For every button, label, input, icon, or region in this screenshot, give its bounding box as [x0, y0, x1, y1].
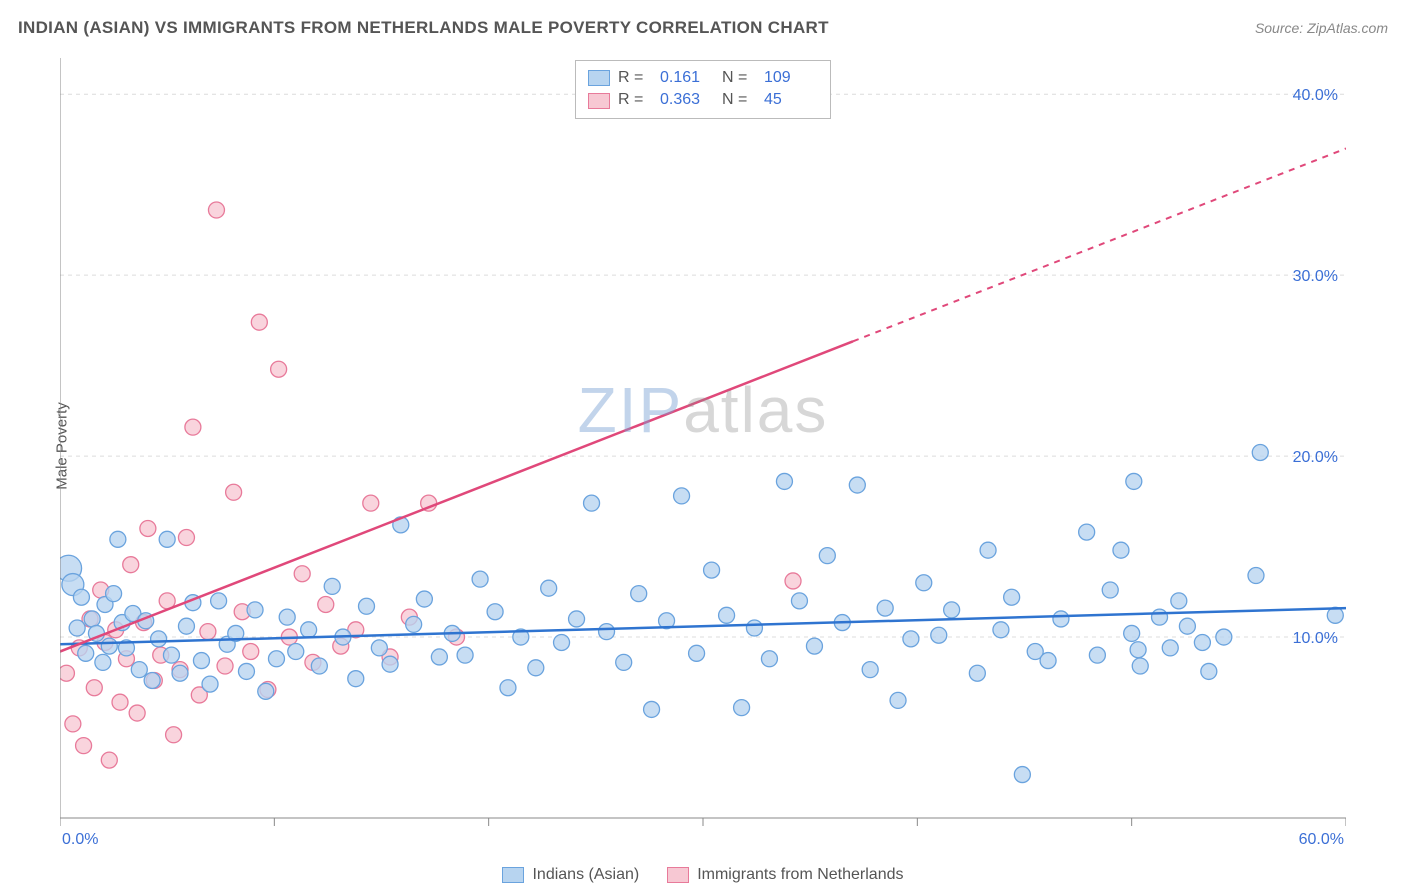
legend-swatch: [588, 70, 610, 86]
svg-text:60.0%: 60.0%: [1299, 831, 1344, 848]
legend-n-label: N =: [722, 89, 756, 111]
svg-text:40.0%: 40.0%: [1293, 87, 1338, 104]
legend-n-value: 109: [764, 67, 818, 89]
chart-area: 10.0% 20.0% 30.0% 40.0% 0.0% 60.0%: [60, 58, 1346, 848]
legend-row: R = 0.363 N = 45: [588, 89, 818, 111]
legend-n-value: 45: [764, 89, 818, 111]
legend-series-label: Immigrants from Netherlands: [697, 866, 903, 884]
legend-r-label: R =: [618, 67, 652, 89]
legend-n-label: N =: [722, 67, 756, 89]
svg-text:10.0%: 10.0%: [1293, 630, 1338, 647]
legend-row: R = 0.161 N = 109: [588, 67, 818, 89]
legend-r-value: 0.363: [660, 89, 714, 111]
svg-text:20.0%: 20.0%: [1293, 449, 1338, 466]
legend-item: Indians (Asian): [502, 866, 639, 884]
legend-item: Immigrants from Netherlands: [667, 866, 903, 884]
legend-r-label: R =: [618, 89, 652, 111]
scatter-chart: 10.0% 20.0% 30.0% 40.0% 0.0% 60.0%: [60, 58, 1346, 848]
svg-text:0.0%: 0.0%: [62, 831, 98, 848]
svg-text:30.0%: 30.0%: [1293, 268, 1338, 285]
legend-r-value: 0.161: [660, 67, 714, 89]
legend-series-label: Indians (Asian): [532, 866, 639, 884]
chart-header: INDIAN (ASIAN) VS IMMIGRANTS FROM NETHER…: [18, 18, 1388, 38]
legend-series: Indians (Asian) Immigrants from Netherla…: [0, 866, 1406, 884]
legend-swatch: [667, 867, 689, 883]
chart-source: Source: ZipAtlas.com: [1255, 20, 1388, 36]
chart-title: INDIAN (ASIAN) VS IMMIGRANTS FROM NETHER…: [18, 18, 829, 38]
legend-swatch: [502, 867, 524, 883]
legend-correlation: R = 0.161 N = 109 R = 0.363 N = 45: [575, 60, 831, 119]
legend-swatch: [588, 93, 610, 109]
